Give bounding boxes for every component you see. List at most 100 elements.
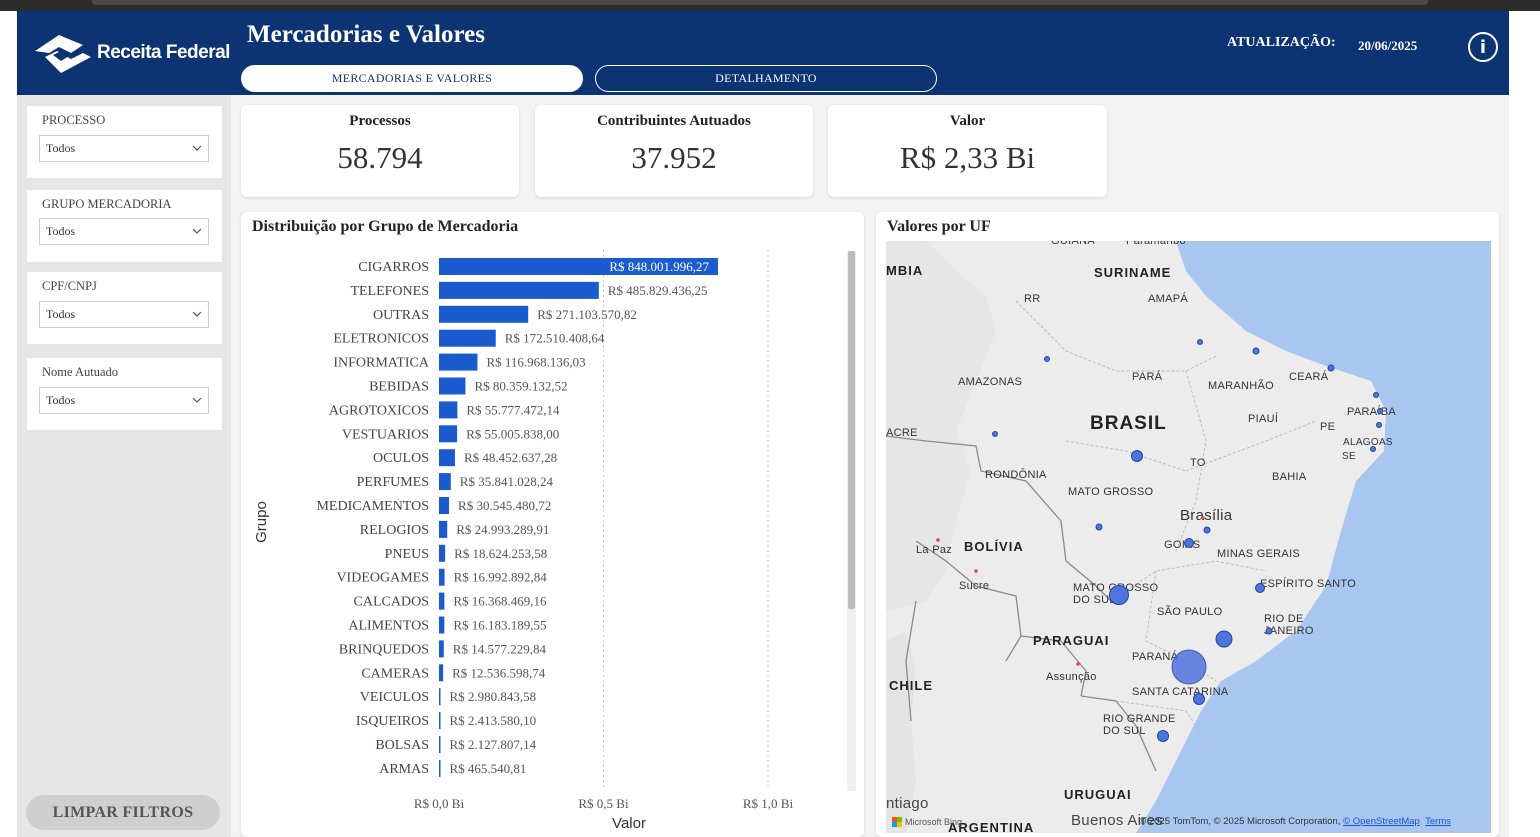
- bar[interactable]: [439, 353, 478, 371]
- y-axis-label: Grupo: [253, 501, 270, 543]
- map-label-ceara: CEARÁ: [1289, 371, 1329, 383]
- bar[interactable]: [439, 688, 441, 706]
- kpi-title: Valor: [949, 113, 986, 129]
- bar[interactable]: [439, 712, 441, 730]
- category-label: BRINQUEDOS: [339, 642, 429, 657]
- category-label: OUTRAS: [373, 308, 429, 323]
- bar[interactable]: [439, 329, 496, 347]
- map-label-pe: PE: [1320, 421, 1336, 433]
- map-bubble[interactable]: [1109, 585, 1129, 605]
- map-bubble[interactable]: [1377, 408, 1383, 414]
- map-bubble[interactable]: [1203, 526, 1211, 534]
- map-bubble[interactable]: [1215, 630, 1233, 648]
- map-bubble[interactable]: [1157, 730, 1169, 742]
- data-label: R$ 485.829.436,25: [608, 283, 708, 298]
- data-label: R$ 2.127.807,14: [450, 737, 537, 752]
- scrollbar-thumb[interactable]: [848, 251, 855, 609]
- bar[interactable]: [439, 568, 445, 586]
- map-bubble[interactable]: [992, 431, 998, 437]
- clear-filters-button[interactable]: LIMPAR FILTROS: [26, 795, 220, 830]
- terms-link[interactable]: Terms: [1425, 816, 1451, 827]
- map-label-amapa: AMAPÁ: [1148, 293, 1189, 305]
- category-label: MEDICAMENTOS: [316, 499, 429, 514]
- map-label-sucre: Sucre: [959, 580, 990, 592]
- map-label-paraguai: PARAGUAI: [1033, 633, 1110, 648]
- bar[interactable]: [439, 401, 458, 419]
- map-bubble[interactable]: [1255, 583, 1265, 593]
- map-label-amazonas: AMAZONAS: [958, 376, 1023, 388]
- cpf-cnpj-dropdown[interactable]: Todos: [39, 301, 209, 328]
- category-label: CALCADOS: [354, 595, 429, 610]
- map-bubble[interactable]: [1184, 538, 1194, 548]
- map-label-es: ESPÍRITO SANTO: [1260, 578, 1357, 590]
- category-label: VEICULOS: [360, 690, 429, 705]
- bar[interactable]: [439, 497, 450, 514]
- bar[interactable]: [439, 449, 455, 467]
- map-bubble[interactable]: [1044, 356, 1050, 362]
- data-label: R$ 35.841.028,24: [460, 474, 554, 489]
- dropdown-value: Todos: [46, 393, 76, 407]
- data-label: R$ 55.777.472,14: [466, 402, 560, 417]
- map-bubble[interactable]: [1370, 446, 1376, 452]
- map-label-brasilia: Brasília: [1180, 507, 1233, 524]
- bar[interactable]: [439, 377, 466, 395]
- map-label-assuncao: Assunção: [1046, 671, 1097, 683]
- bar[interactable]: [439, 664, 444, 682]
- map-view[interactable]: GUIANA Paramaribo MBIA SURINAME RR AMAPÁ AMAZO…: [886, 241, 1491, 833]
- attribution-text: © 2025 TomTom, © 2025 Microsoft Corporat…: [1139, 816, 1344, 827]
- map-bubble[interactable]: [1171, 649, 1207, 685]
- dropdown-value: Todos: [46, 307, 76, 321]
- bar[interactable]: [439, 473, 451, 491]
- bar[interactable]: [439, 425, 458, 443]
- bar[interactable]: [439, 281, 599, 299]
- bar[interactable]: [439, 640, 444, 658]
- tab-mercadorias-valores[interactable]: MERCADORIAS E VALORES: [241, 65, 583, 92]
- map-bubble[interactable]: [1252, 347, 1260, 355]
- x-tick-label: R$ 0,0 Bi: [414, 796, 465, 811]
- map-label-sc: SANTA CATARINA: [1132, 686, 1229, 698]
- category-label: RELOGIOS: [360, 523, 429, 538]
- tab-detalhamento[interactable]: DETALHAMENTO: [595, 65, 937, 92]
- filter-nome-autuado: Nome Autuado Todos: [27, 358, 222, 430]
- nome-autuado-dropdown[interactable]: Todos: [39, 387, 209, 414]
- map-label-argentina: ARGENTINA: [948, 820, 1035, 833]
- map-bubble[interactable]: [1193, 693, 1205, 705]
- data-label: R$ 16.183.189,55: [453, 618, 546, 633]
- map-label-se: SE: [1342, 451, 1356, 462]
- map-bubble[interactable]: [1265, 627, 1273, 635]
- city-dot: [1076, 662, 1080, 666]
- category-label: VESTUARIOS: [342, 427, 429, 442]
- map-label-buenos-aires: Buenos Aires: [1071, 812, 1163, 829]
- info-icon[interactable]: i: [1468, 32, 1498, 62]
- kpi-title: Processos: [349, 113, 411, 129]
- category-label: TELEFONES: [350, 284, 429, 299]
- category-label: OCULOS: [373, 451, 429, 466]
- bar[interactable]: [439, 258, 718, 275]
- bar[interactable]: [439, 305, 529, 323]
- page-title: Mercadorias e Valores: [247, 21, 485, 48]
- browser-top-strip: [0, 0, 1540, 11]
- map-label-parana: PARANÁ: [1132, 651, 1179, 663]
- map-attribution: © 2025 TomTom, © 2025 Microsoft Corporat…: [1139, 816, 1451, 827]
- receita-logo-icon: [35, 35, 91, 73]
- bar[interactable]: [439, 736, 441, 753]
- map-bubble[interactable]: [1376, 422, 1382, 428]
- processo-dropdown[interactable]: Todos: [39, 135, 209, 162]
- bar[interactable]: [439, 592, 445, 610]
- map-bubble[interactable]: [1197, 339, 1203, 345]
- map-bubble[interactable]: [1373, 392, 1379, 398]
- map-bubble[interactable]: [1131, 450, 1143, 462]
- data-label: R$ 271.103.570,82: [537, 307, 637, 322]
- map-bubble[interactable]: [1095, 523, 1103, 531]
- bar[interactable]: [439, 544, 446, 562]
- bar[interactable]: [439, 616, 445, 634]
- category-label: ELETRONICOS: [333, 332, 429, 347]
- map-panel: Valores por UF: [876, 212, 1499, 837]
- data-label: R$ 172.510.408,64: [505, 331, 605, 346]
- chart-scrollbar[interactable]: [847, 251, 856, 791]
- bar[interactable]: [439, 759, 441, 777]
- bar[interactable]: [439, 520, 448, 538]
- map-bubble[interactable]: [1327, 364, 1335, 372]
- osm-link[interactable]: © OpenStreetMap: [1343, 816, 1420, 827]
- grupo-mercadoria-dropdown[interactable]: Todos: [39, 218, 209, 245]
